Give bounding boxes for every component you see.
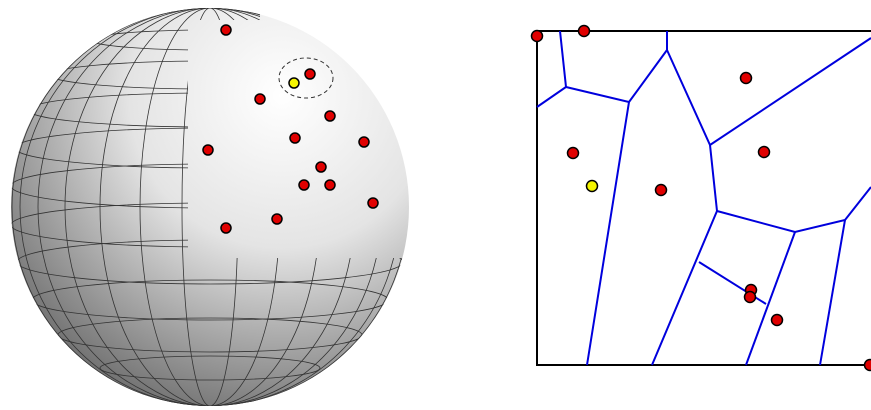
voronoi-sites [530,24,871,372]
query-point [288,77,300,89]
point [324,110,336,122]
site [770,313,784,327]
site [530,29,544,43]
sphere-panel [11,8,409,406]
site [743,290,757,304]
edge [666,37,871,147]
point [358,136,370,148]
point [324,179,336,191]
site [577,24,591,38]
point [367,197,379,209]
point [271,213,283,225]
point [254,93,266,105]
site [739,71,753,85]
point [220,222,232,234]
point [220,24,232,36]
voronoi-panel [530,24,871,372]
edge [819,219,846,366]
edge [745,231,796,366]
edge [536,30,568,108]
edge [651,144,719,366]
site [757,145,771,159]
sphere-points [202,24,379,234]
edge [716,186,871,234]
sphere [11,8,409,406]
site [863,358,871,372]
edge [628,31,668,103]
site [566,146,580,160]
parallel [99,355,321,381]
point [289,132,301,144]
point [315,161,327,173]
point [298,179,310,191]
frame [536,30,871,366]
voronoi-edges [536,30,871,366]
site [654,183,668,197]
point [304,68,316,80]
highlight-ring [278,57,334,99]
point [202,144,214,156]
edge [565,86,631,366]
query-site [585,179,599,193]
